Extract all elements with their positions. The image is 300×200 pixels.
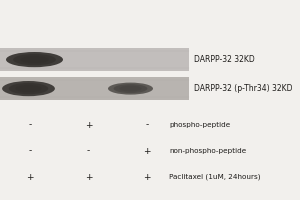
Text: -: - <box>28 120 32 130</box>
FancyBboxPatch shape <box>0 77 189 100</box>
Text: -: - <box>28 146 32 156</box>
Text: -: - <box>146 120 148 130</box>
Text: non-phospho-peptide: non-phospho-peptide <box>169 148 247 154</box>
Ellipse shape <box>108 83 153 95</box>
Text: +: + <box>85 120 92 130</box>
Ellipse shape <box>6 52 63 67</box>
Ellipse shape <box>119 86 142 92</box>
Ellipse shape <box>114 84 147 93</box>
Ellipse shape <box>2 81 55 96</box>
FancyBboxPatch shape <box>0 48 189 71</box>
Ellipse shape <box>13 54 56 65</box>
Text: -: - <box>87 146 90 156</box>
Text: Paclitaxel (1uM, 24hours): Paclitaxel (1uM, 24hours) <box>169 174 261 180</box>
Text: +: + <box>143 146 151 156</box>
Text: +: + <box>26 172 34 182</box>
Ellipse shape <box>20 56 49 63</box>
Ellipse shape <box>15 85 42 92</box>
Text: +: + <box>143 172 151 182</box>
Text: +: + <box>85 172 92 182</box>
Text: DARPP-32 (p-Thr34) 32KD: DARPP-32 (p-Thr34) 32KD <box>194 84 292 93</box>
Text: phospho-peptide: phospho-peptide <box>169 122 231 128</box>
Text: DARPP-32 32KD: DARPP-32 32KD <box>194 55 254 64</box>
Ellipse shape <box>9 83 48 94</box>
